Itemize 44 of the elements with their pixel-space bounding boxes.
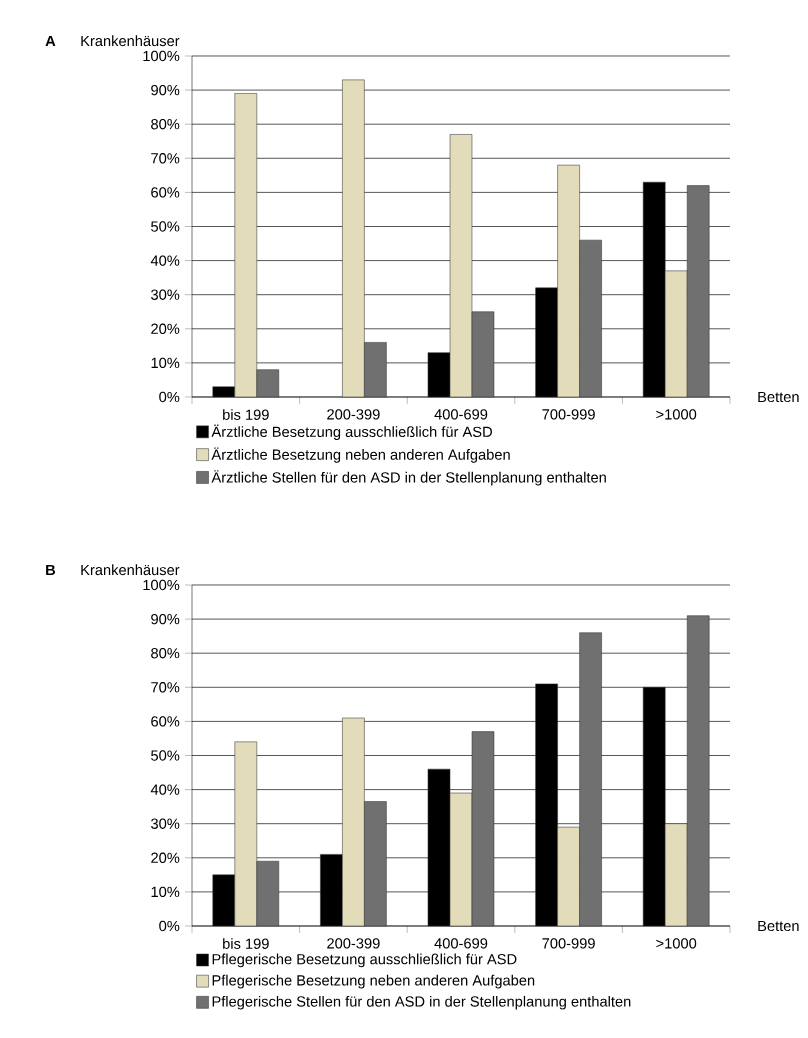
y-tick-label: 70% [151,153,180,164]
x-tick-label: bis 199 [223,938,269,949]
y-tick-label: 0% [159,391,180,403]
y-tick-label: 60% [151,187,180,198]
x-tick-label: >1000 [656,409,697,420]
y-tick-label: 40% [150,784,180,795]
x-tick-label: 400-699 [434,409,488,420]
legend-label: Ärztliche Besetzung ausschließlich für ASD [211,424,492,440]
y-tick-label: 50% [151,750,180,761]
y-tick-label: 90% [151,84,180,96]
y-tick-label: 40% [150,255,180,266]
legend-label: Ärztliche Besetzung neben anderen Aufgaben [211,447,510,463]
y-tick-label: 90% [151,613,180,625]
x-axis-title: Betten [758,391,799,403]
y-tick-label: 60% [151,716,180,727]
y-tick-label: 100% [143,579,180,591]
text: B [46,564,56,575]
x-axis-title: Betten [758,920,799,932]
y-tick-label: 30% [151,818,180,829]
y-tick-label: 50% [151,221,180,232]
y-tick-label: 0% [159,920,180,932]
x-tick-label: 700-999 [542,409,595,420]
legend-label: Ärztliche Stellen für den ASD in der Stellenplanung enthalten [211,470,606,486]
y-tick-label: 20% [151,323,180,334]
x-tick-label: 700-999 [542,938,595,949]
y-tick-label: 10% [151,886,180,898]
x-tick-label: 200-399 [327,409,380,420]
y-axis-title: Krankenhäuser [81,35,180,47]
legend-label: Pflegerische Besetzung neben anderen Aufgaben [212,974,535,989]
y-tick-label: 30% [151,289,180,300]
x-tick-label: bis 199 [223,409,269,420]
y-tick-label: 80% [151,648,180,659]
y-tick-label: 10% [151,357,180,369]
text: A [45,35,56,46]
legend-label: Pflegerische Stellen für den ASD in der Stellenplanung enthalten [212,995,631,1010]
y-tick-label: 20% [151,852,180,863]
x-tick-label: >1000 [656,938,697,949]
x-tick-label: 400-699 [434,938,488,949]
y-tick-label: 70% [151,682,180,693]
y-tick-label: 100% [143,50,180,62]
y-axis-title: Krankenhäuser [81,564,180,576]
legend-label: Pflegerische Besetzung ausschließlich für ASD [212,953,517,968]
y-tick-label: 80% [151,119,180,130]
x-tick-label: 200-399 [327,938,380,949]
